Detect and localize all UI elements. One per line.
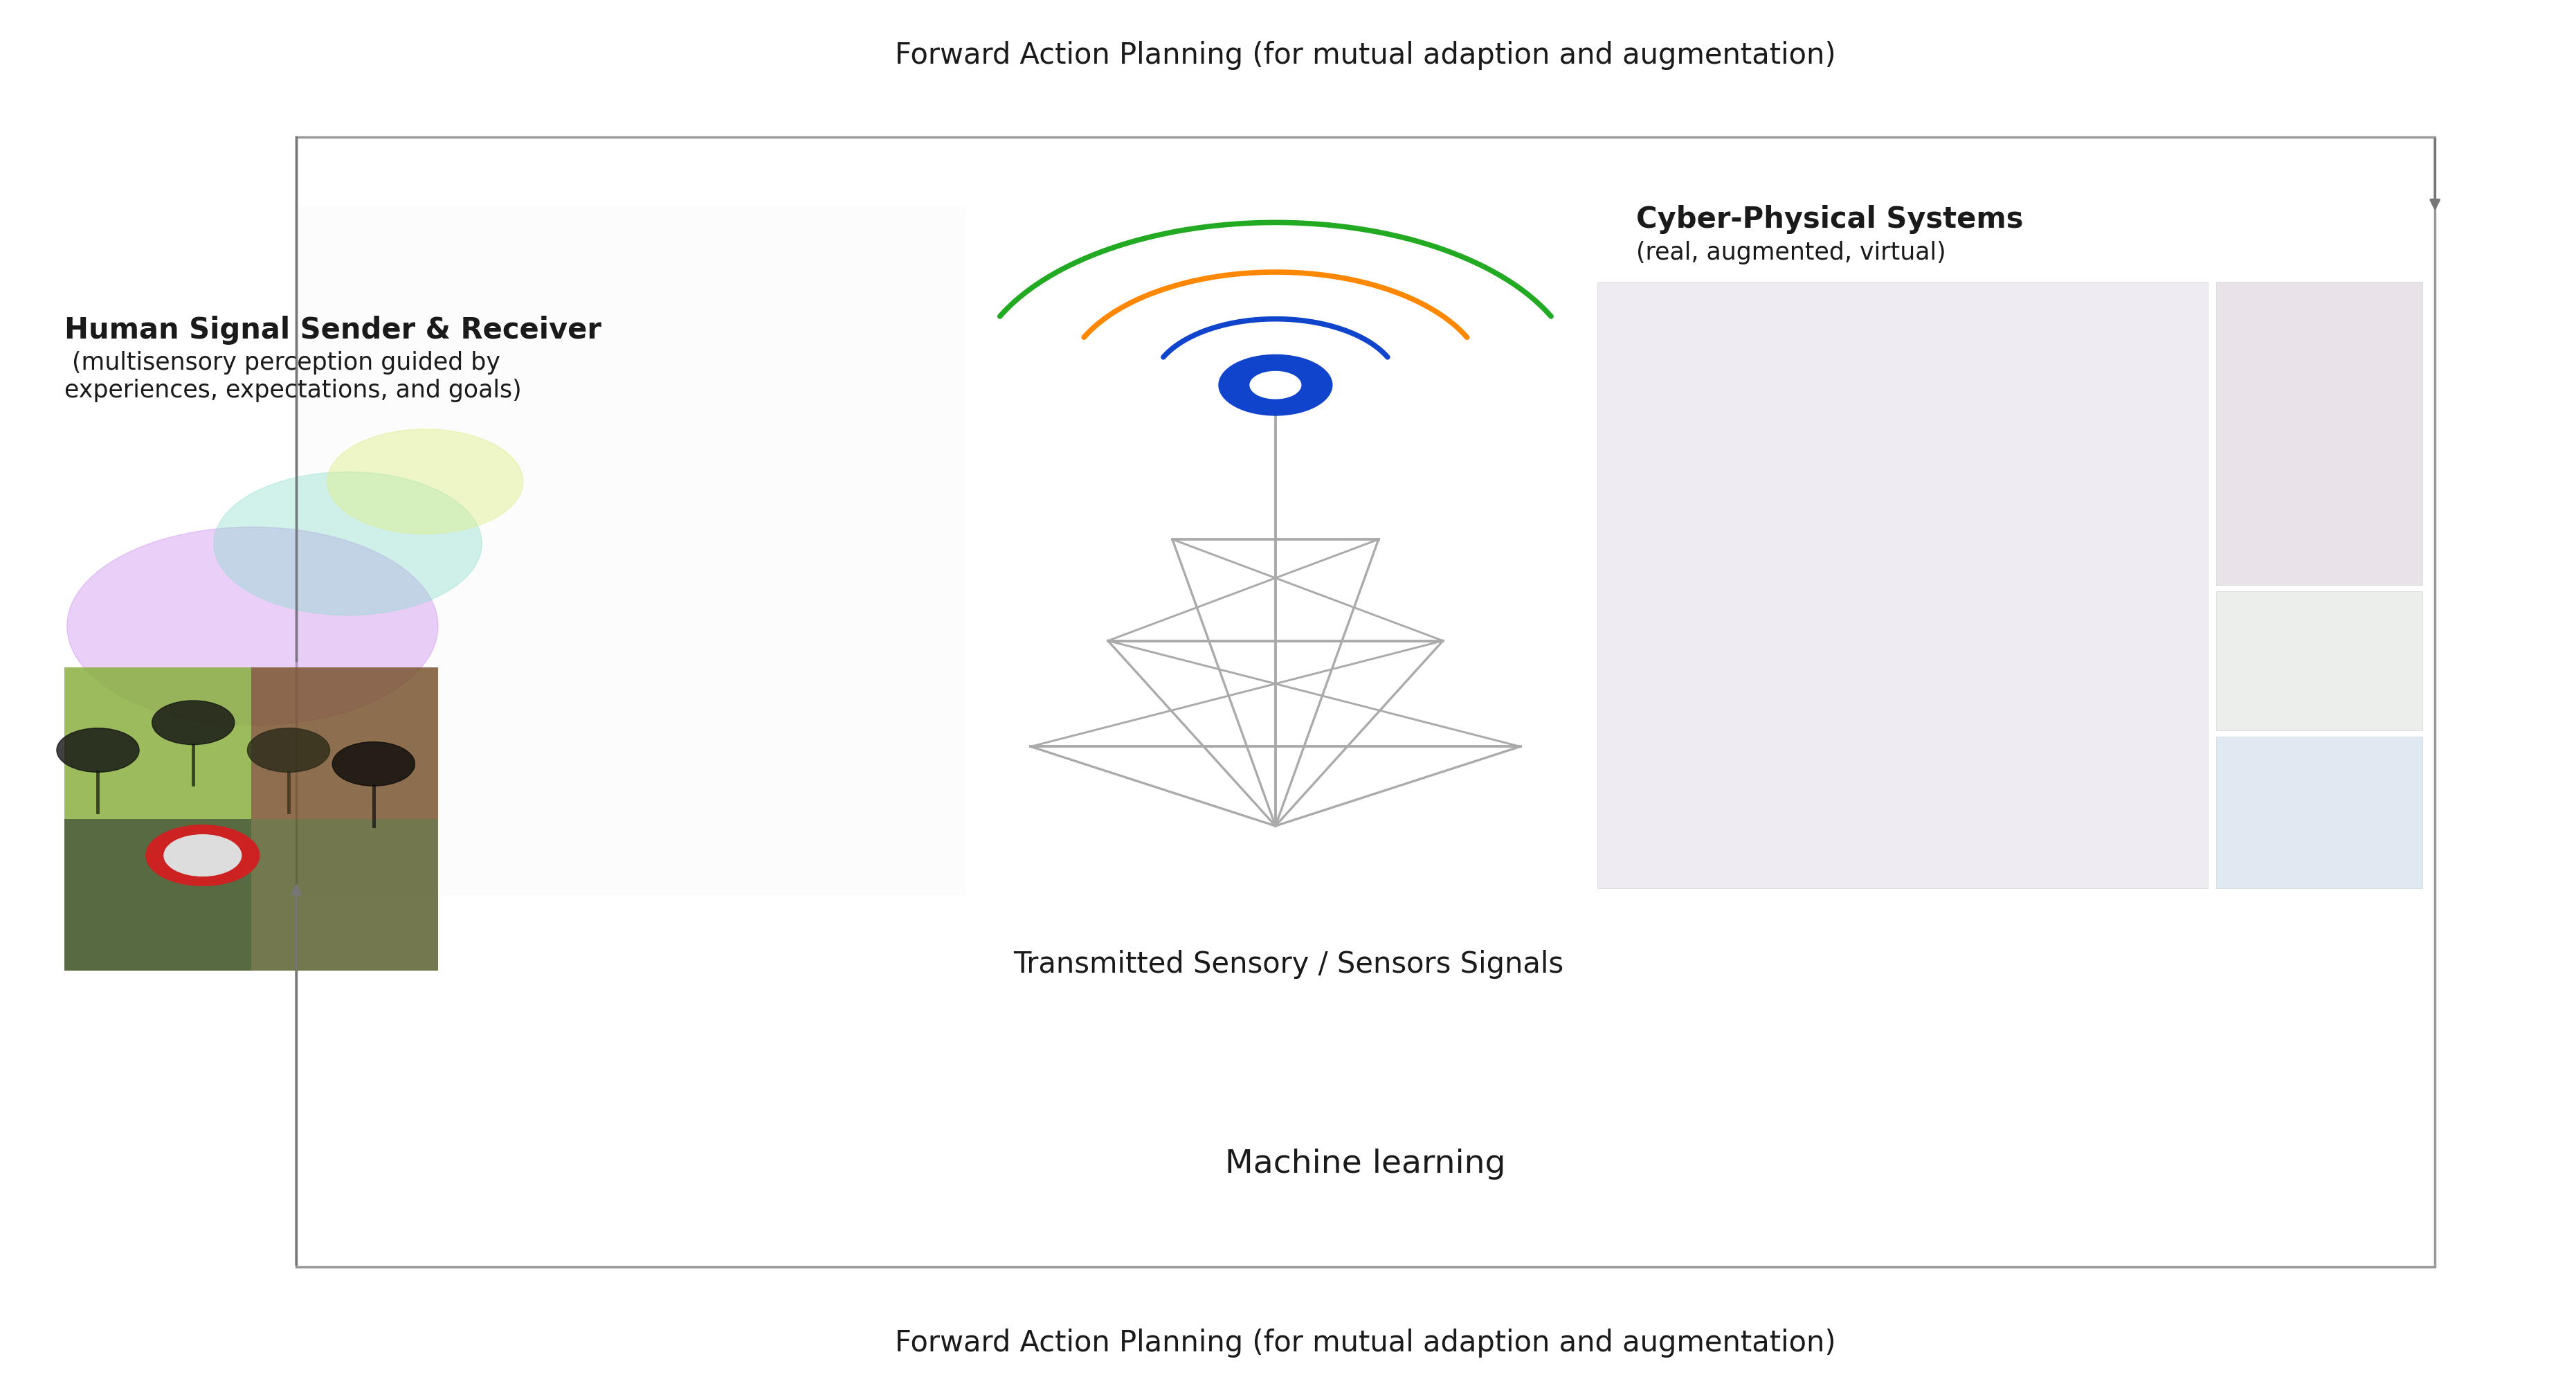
Circle shape (214, 472, 482, 616)
Text: Cyber-Physical Systems: Cyber-Physical Systems (1636, 205, 2022, 234)
Bar (2215, 591, 2421, 731)
Circle shape (332, 742, 415, 786)
Text: Forward Action Planning (for mutual adaption and augmentation): Forward Action Planning (for mutual adap… (894, 1327, 1837, 1358)
Bar (2215, 282, 2421, 585)
Text: (multisensory perception guided by
experiences, expectations, and goals): (multisensory perception guided by exper… (64, 351, 520, 402)
Circle shape (147, 825, 260, 885)
Circle shape (67, 527, 438, 726)
Bar (296, 207, 966, 895)
Bar (252, 819, 438, 971)
Circle shape (57, 728, 139, 772)
Circle shape (1249, 372, 1301, 399)
Circle shape (247, 728, 330, 772)
Text: Transmitted Sensory / Sensors Signals: Transmitted Sensory / Sensors Signals (1012, 949, 1564, 979)
Bar (252, 668, 438, 819)
Bar (2215, 737, 2421, 888)
Bar (296, 138, 2434, 1267)
Circle shape (327, 430, 523, 534)
Text: Machine learning: Machine learning (1226, 1148, 1504, 1179)
Bar (64, 819, 252, 971)
Text: Human Signal Sender & Receiver: Human Signal Sender & Receiver (64, 315, 600, 344)
Text: (real, augmented, virtual): (real, augmented, virtual) (1636, 241, 1945, 264)
Circle shape (1218, 355, 1332, 416)
Text: Forward Action Planning (for mutual adaption and augmentation): Forward Action Planning (for mutual adap… (894, 40, 1837, 70)
Circle shape (165, 834, 242, 876)
Circle shape (152, 701, 234, 745)
Bar (1597, 282, 2208, 888)
Bar (64, 668, 252, 819)
